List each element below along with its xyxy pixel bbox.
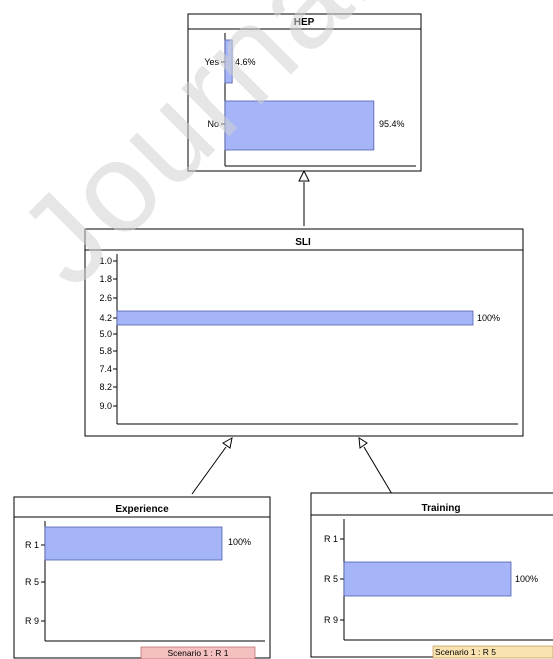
arrowhead-hep bbox=[298, 169, 310, 182]
edge-training-to-sli bbox=[363, 446, 393, 495]
node-experience[interactable]: Experience R 1 R 5 R 9 100% Scenario 1 :… bbox=[13, 496, 271, 659]
node-sli-state-label: 7.4 bbox=[99, 364, 112, 374]
node-sli-state-label: 1.0 bbox=[99, 256, 112, 266]
node-hep-state-yes: Yes bbox=[204, 57, 219, 67]
node-sli-state-label: 8.2 bbox=[99, 382, 112, 392]
node-training-scenario-badge bbox=[432, 645, 553, 659]
node-hep-value-yes: 4.6% bbox=[235, 57, 256, 67]
node-experience-scenario-badge bbox=[140, 646, 256, 659]
node-sli-title: SLI bbox=[295, 237, 311, 248]
node-experience-state-r5: R 5 bbox=[25, 577, 39, 587]
node-sli-state-label: 4.2 bbox=[99, 313, 112, 323]
node-training-state-r9: R 9 bbox=[324, 615, 338, 625]
node-sli-bar-4-2 bbox=[116, 310, 474, 326]
node-hep-title: HEP bbox=[294, 17, 315, 28]
node-training-state-r1: R 1 bbox=[324, 534, 338, 544]
node-sli-state-label: 5.0 bbox=[99, 329, 112, 339]
node-hep-bar-no bbox=[224, 100, 375, 151]
node-experience-scenario-label: Scenario 1 : R 1 bbox=[168, 648, 229, 658]
node-hep[interactable]: HEP Yes No 4.6% 95.4% bbox=[187, 13, 422, 172]
node-sli-value-label: 100% bbox=[477, 313, 500, 323]
edge-experience-to-sli bbox=[191, 446, 227, 495]
node-experience-frame bbox=[13, 496, 271, 659]
node-hep-bar-yes bbox=[224, 39, 233, 84]
node-training-title: Training bbox=[422, 503, 461, 514]
node-hep-value-no: 95.4% bbox=[379, 119, 405, 129]
node-training-scenario-label: Scenario 1 : R 5 bbox=[435, 647, 496, 657]
node-experience-title: Experience bbox=[115, 504, 169, 515]
node-training[interactable]: Training R 1 R 5 R 9 100% Scenario 1 : R… bbox=[310, 492, 553, 659]
node-sli-state-label: 9.0 bbox=[99, 401, 112, 411]
arrowhead-sli-right bbox=[358, 437, 368, 449]
node-experience-state-r1: R 1 bbox=[25, 540, 39, 550]
node-experience-state-r9: R 9 bbox=[25, 616, 39, 626]
node-training-state-r5: R 5 bbox=[324, 574, 338, 584]
node-sli[interactable]: SLI 1.0 1.8 2.6 4.2 5.0 5.8 7.4 8.2 9.0 100% bbox=[84, 228, 524, 437]
edges bbox=[191, 169, 393, 495]
node-sli-state-label: 2.6 bbox=[99, 293, 112, 303]
node-sli-state-label: 5.8 bbox=[99, 346, 112, 356]
arrowhead-sli-left bbox=[222, 437, 233, 449]
node-sli-state-labels: 1.0 1.8 2.6 4.2 5.0 5.8 7.4 8.2 9.0 bbox=[99, 256, 117, 411]
node-training-value-label: 100% bbox=[515, 574, 538, 584]
node-experience-value-label: 100% bbox=[228, 537, 251, 547]
node-training-bar-r5 bbox=[343, 561, 512, 597]
node-experience-bar-r1 bbox=[44, 526, 223, 561]
node-sli-frame bbox=[84, 228, 524, 437]
node-sli-state-label: 1.8 bbox=[99, 274, 112, 284]
node-hep-state-no: No bbox=[207, 119, 219, 129]
